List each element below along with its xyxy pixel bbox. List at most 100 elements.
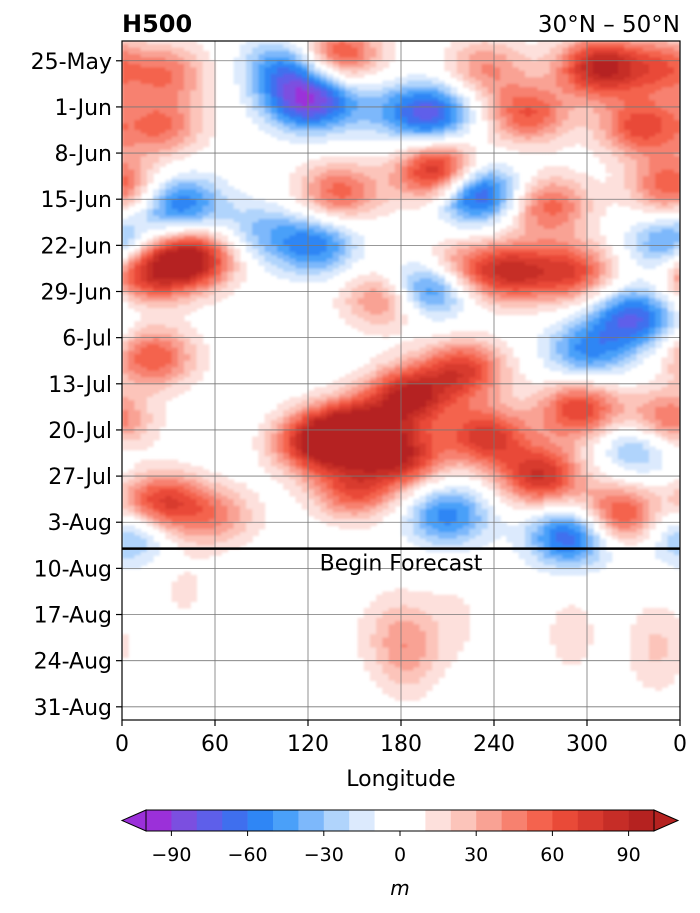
heatmap-cell (605, 202, 613, 207)
heatmap-cell (630, 47, 638, 52)
heatmap-cell (481, 77, 489, 82)
heatmap-cell (246, 73, 253, 78)
heatmap-cell (345, 67, 352, 72)
heatmap-cell (184, 64, 191, 68)
heatmap-cell (611, 70, 619, 75)
heatmap-cell (184, 50, 191, 55)
heatmap-cell (134, 199, 142, 204)
heatmap-cell (233, 232, 241, 237)
heatmap-cell (593, 70, 600, 75)
heatmap-cell (419, 73, 427, 78)
heatmap-cell (134, 77, 142, 82)
heatmap-cell (165, 222, 173, 227)
heatmap-cell (134, 70, 142, 75)
heatmap-cell (549, 73, 557, 78)
heatmap-cell (469, 87, 476, 92)
heatmap-cell (332, 136, 340, 141)
heatmap-cell (587, 60, 594, 65)
heatmap-cell (388, 41, 396, 45)
heatmap-cell (450, 179, 458, 184)
heatmap-cell (456, 73, 464, 78)
heatmap-cell (295, 73, 303, 78)
heatmap-cell (543, 64, 551, 68)
heatmap-cell (289, 60, 297, 65)
heatmap-cell (239, 60, 247, 65)
heatmap-cell (642, 73, 650, 78)
heatmap-cell (661, 73, 669, 78)
heatmap-cell (252, 77, 259, 82)
heatmap-cell (494, 50, 501, 55)
heatmap-cell (444, 218, 452, 223)
heatmap-cell (618, 202, 625, 207)
heatmap-cell (649, 50, 656, 55)
heatmap-cell (481, 64, 489, 68)
heatmap-cell (339, 67, 346, 72)
heatmap-cell (283, 70, 290, 75)
heatmap-cell (357, 60, 365, 65)
heatmap-cell (159, 73, 166, 78)
heatmap-cell (289, 80, 297, 85)
heatmap-cell (456, 47, 464, 52)
heatmap-cell (202, 57, 210, 62)
heatmap-cell (165, 64, 173, 68)
heatmap-cell (580, 44, 588, 49)
heatmap-cell (146, 179, 154, 184)
heatmap-cell (177, 60, 185, 65)
heatmap-cell (444, 50, 452, 55)
heatmap-cell (481, 116, 489, 121)
heatmap-cell (463, 83, 470, 88)
heatmap-cell (537, 70, 545, 75)
heatmap-cell (289, 44, 297, 49)
heatmap-cell (549, 50, 557, 55)
heatmap-cell (277, 60, 284, 65)
heatmap-cell (128, 47, 135, 52)
heatmap-cell (146, 60, 154, 65)
heatmap-cell (618, 50, 625, 55)
heatmap-cell (363, 50, 371, 55)
heatmap-cell (642, 57, 650, 62)
heatmap-cell (531, 60, 538, 65)
heatmap-cell (605, 47, 613, 52)
heatmap-cell (283, 54, 290, 59)
heatmap-cell (506, 47, 514, 52)
heatmap-cell (258, 77, 266, 82)
heatmap-cell (568, 143, 576, 148)
heatmap-cell (611, 41, 619, 45)
heatmap-cell (419, 202, 427, 207)
heatmap-cell (357, 70, 365, 75)
heatmap-cell (618, 60, 625, 65)
heatmap-cell (494, 77, 501, 82)
heatmap-cell (363, 64, 371, 68)
heatmap-cell (134, 64, 142, 68)
heatmap-cell (587, 57, 594, 62)
heatmap-cell (308, 60, 315, 65)
heatmap-cell (339, 57, 346, 62)
heatmap-cell (184, 80, 191, 85)
heatmap-cell (525, 54, 532, 59)
heatmap-cell (258, 60, 266, 65)
heatmap-cell (506, 73, 514, 78)
heatmap-cell (599, 41, 607, 45)
heatmap-cell (463, 169, 470, 174)
heatmap-cell (196, 50, 204, 55)
heatmap-cell (345, 47, 352, 52)
heatmap-cell (636, 41, 644, 45)
heatmap-cell (599, 50, 607, 55)
heatmap-cell (425, 77, 433, 82)
heatmap-cell (239, 80, 247, 85)
heatmap-cell (345, 50, 352, 55)
heatmap-cell (283, 41, 290, 45)
heatmap-cell (196, 44, 204, 49)
heatmap-cell (301, 64, 309, 68)
heatmap-cell (258, 67, 266, 72)
heatmap-cell (363, 41, 371, 45)
heatmap-cell (425, 80, 433, 85)
heatmap-cell (531, 67, 538, 72)
heatmap-cell (537, 44, 545, 49)
heatmap-cell (357, 47, 365, 52)
heatmap-cell (599, 60, 607, 65)
heatmap-cell (382, 57, 390, 62)
heatmap-cell (549, 60, 557, 65)
heatmap-cell (456, 54, 464, 59)
